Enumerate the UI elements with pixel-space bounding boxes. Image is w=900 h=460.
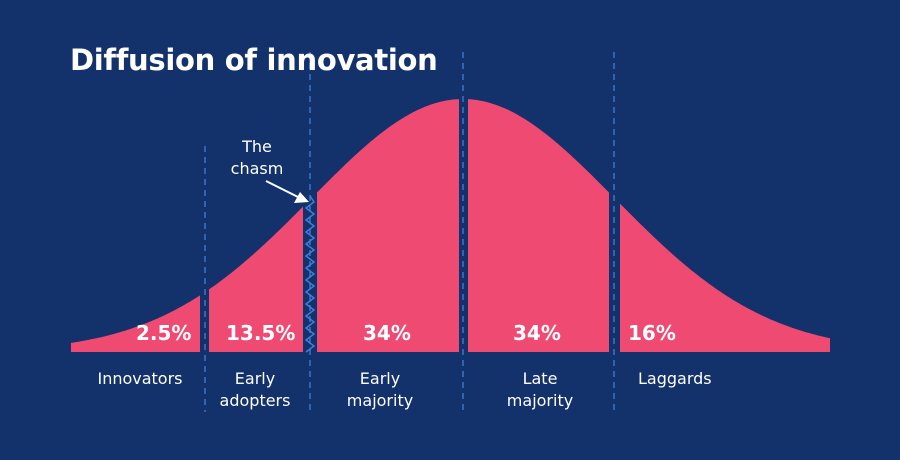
percent-early-majority: 34% bbox=[363, 321, 411, 345]
segment-dividers bbox=[204, 52, 615, 412]
percent-late-majority: 34% bbox=[513, 321, 561, 345]
label-early-adopters: Early adopters bbox=[219, 369, 291, 410]
percent-early-adopters: 13.5% bbox=[226, 321, 296, 345]
chasm-arrow bbox=[265, 180, 309, 203]
curve-segment-early-adopters bbox=[209, 206, 303, 352]
page-title: Diffusion of innovation bbox=[70, 43, 438, 77]
label-innovators: Innovators bbox=[97, 369, 183, 388]
percent-innovators: 2.5% bbox=[136, 321, 192, 345]
percent-laggards: 16% bbox=[628, 321, 676, 345]
label-late-majority: Late majority bbox=[506, 369, 574, 410]
curve-segment-innovators bbox=[71, 295, 200, 352]
curve-segment-late-majority bbox=[468, 99, 609, 352]
label-early-majority: Early majority bbox=[346, 369, 414, 410]
label-laggards: Laggards bbox=[638, 369, 712, 388]
chasm-label: The chasm bbox=[230, 137, 284, 178]
curve-segment-early-majority bbox=[317, 99, 459, 352]
chasm-zigzag-line bbox=[304, 195, 316, 353]
curve-segment-laggards bbox=[620, 203, 830, 352]
curve-segments bbox=[71, 99, 830, 352]
